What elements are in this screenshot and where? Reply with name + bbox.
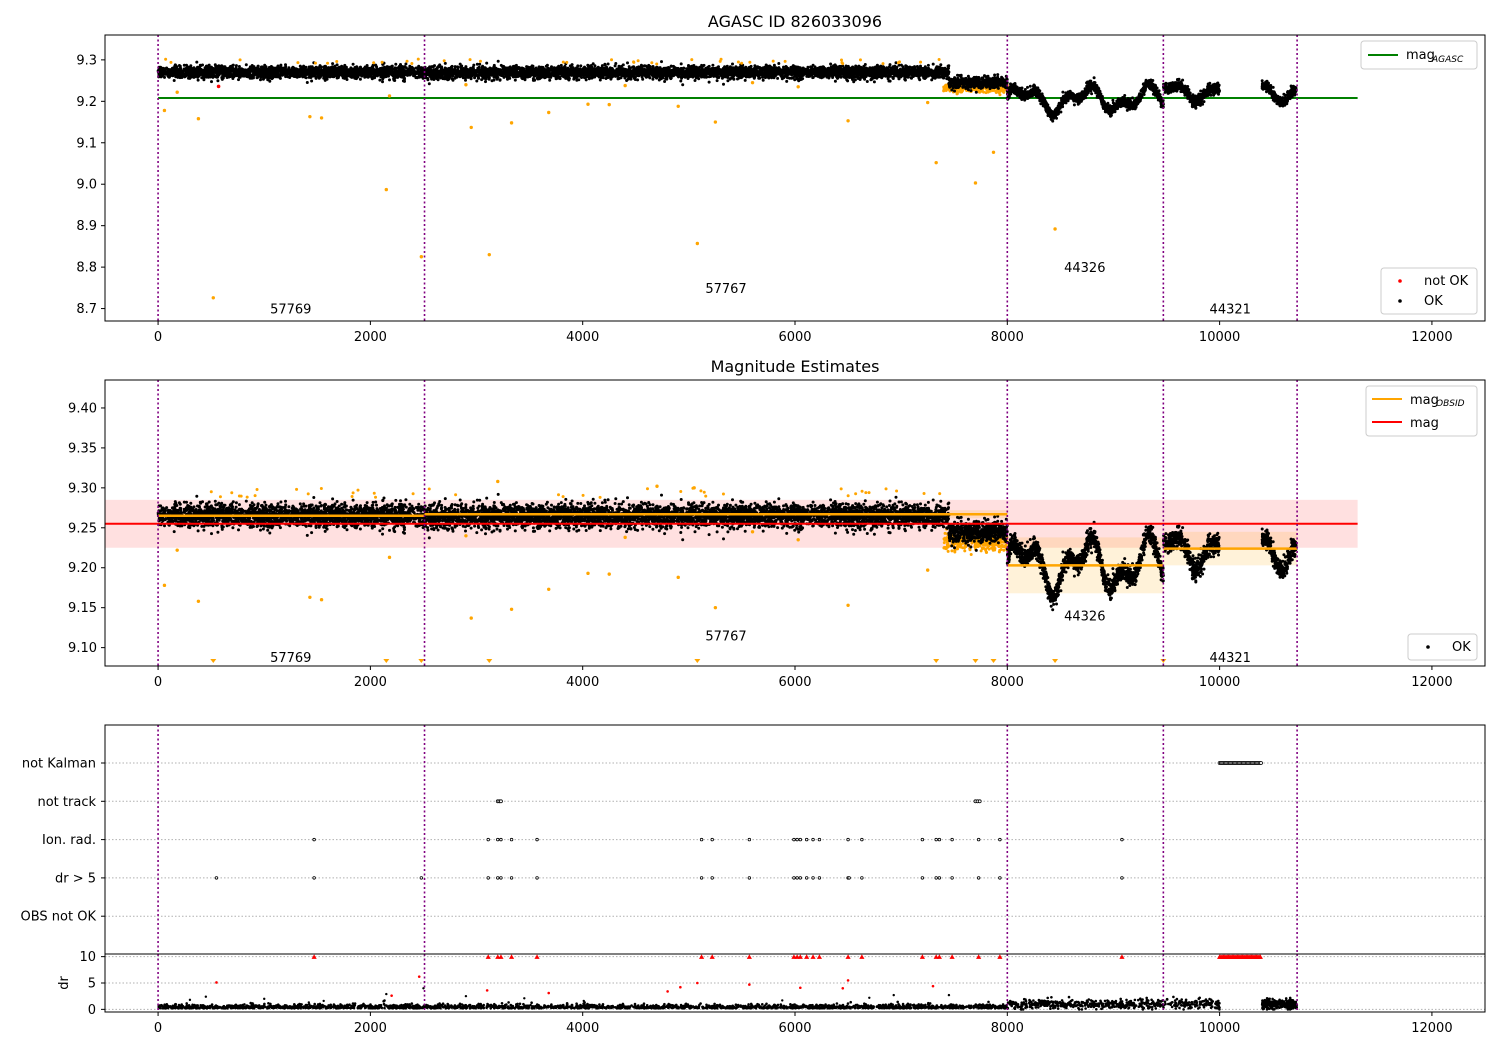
outlier-point: [972, 88, 976, 92]
ok-point: [598, 78, 602, 82]
ok-point: [651, 77, 655, 81]
ok-point: [298, 64, 302, 68]
top-panel-points-layer: [156, 57, 1298, 300]
outlier-point: [991, 89, 995, 93]
ok-point: [616, 77, 620, 81]
ok-point: [390, 64, 394, 68]
ok-point: [833, 79, 837, 83]
ok-point: [530, 64, 534, 68]
ok-point: [722, 82, 725, 86]
ok-point: [776, 76, 780, 80]
ok-point: [244, 63, 248, 67]
ok-point: [660, 60, 663, 64]
ok-point: [576, 64, 580, 68]
ok-point: [268, 79, 272, 83]
ok-point: [930, 78, 934, 82]
ok-point: [931, 62, 935, 66]
ok-point: [185, 63, 188, 67]
ok-point: [903, 77, 907, 81]
ok-point: [831, 76, 835, 79]
top-panel-plot-area: [156, 35, 1358, 321]
ok-point: [761, 78, 765, 82]
ok-point: [939, 63, 943, 67]
ok-point: [559, 63, 563, 67]
ok-point: [777, 62, 781, 65]
ok-point: [476, 76, 480, 80]
ok-point: [829, 62, 833, 66]
ok-point: [386, 65, 390, 69]
ok-point: [196, 78, 200, 82]
ok-point: [632, 76, 636, 80]
ok-point: [681, 83, 685, 87]
outlier-point: [956, 90, 960, 94]
outlier-point: [984, 91, 988, 95]
outlier-point: [998, 93, 1002, 97]
outlier-point: [987, 89, 991, 93]
outlier-point: [942, 89, 946, 93]
ok-point: [641, 77, 645, 81]
ok-point: [626, 61, 629, 65]
ok-point: [381, 80, 384, 84]
ok-point: [679, 62, 683, 66]
ok-point: [575, 78, 579, 82]
ok-point: [195, 60, 199, 64]
outlier-point: [993, 89, 997, 93]
ok-point: [865, 80, 869, 83]
ok-point: [613, 64, 617, 68]
ok-point: [304, 76, 308, 80]
ok-point: [450, 64, 454, 68]
ok-point: [891, 77, 895, 80]
ok-point: [305, 81, 309, 84]
ok-point: [625, 79, 629, 82]
ok-point: [603, 62, 607, 66]
ok-point: [484, 80, 487, 84]
ok-point: [172, 79, 176, 82]
ok-point: [237, 65, 241, 68]
ok-point: [392, 77, 396, 81]
outlier-point: [945, 86, 949, 90]
top-panel-title: AGASC ID 826033096: [708, 12, 882, 31]
ok-point: [163, 75, 166, 79]
ok-point: [897, 63, 901, 67]
ok-point: [764, 63, 768, 67]
ok-point: [846, 79, 850, 83]
outlier-point: [1002, 90, 1006, 94]
outlier-point: [1000, 88, 1004, 92]
ok-point: [234, 64, 238, 68]
ok-point: [707, 80, 711, 84]
ok-point: [593, 64, 597, 68]
ok-point: [614, 62, 618, 65]
ok-point: [887, 65, 891, 69]
ok-point: [591, 62, 595, 66]
outlier-point: [944, 89, 948, 93]
ok-point: [523, 78, 527, 82]
ok-point: [463, 76, 467, 80]
ok-point: [853, 78, 857, 82]
ok-point: [485, 61, 489, 65]
ok-point: [472, 63, 476, 67]
outlier-point: [982, 90, 986, 94]
outlier-point: [942, 86, 946, 90]
ok-point: [606, 62, 610, 66]
ok-point: [636, 78, 640, 82]
ok-point: [351, 62, 355, 66]
ok-point: [443, 61, 447, 65]
ok-point: [793, 78, 797, 82]
ok-point: [711, 63, 715, 67]
ok-point: [693, 79, 697, 82]
ok-point: [358, 77, 362, 81]
ok-point: [686, 77, 690, 80]
ok-point: [926, 63, 930, 67]
outlier-point: [998, 89, 1002, 93]
ok-point: [496, 59, 500, 63]
ok-point: [731, 62, 734, 66]
ok-point: [427, 82, 431, 86]
ok-point: [513, 78, 517, 82]
ok-point: [872, 80, 876, 84]
ok-point: [216, 79, 220, 83]
ok-point: [768, 64, 772, 68]
